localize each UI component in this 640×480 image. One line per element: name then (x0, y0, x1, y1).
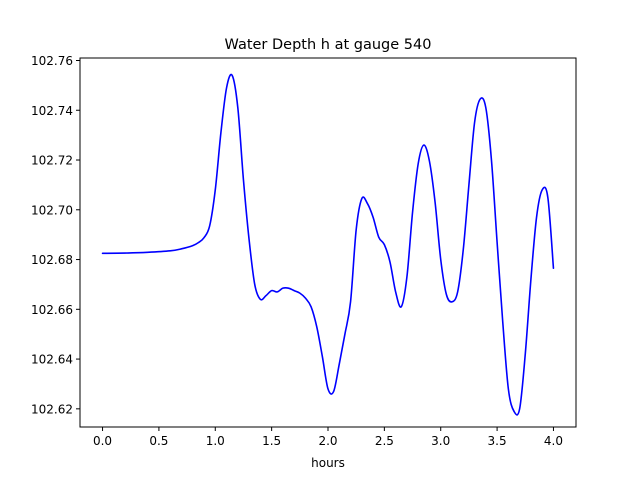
series-line (101, 73, 555, 416)
y-tick-label: 102.64 (31, 353, 73, 367)
x-tick-label: 3.0 (431, 434, 450, 448)
y-tick-label: 102.62 (31, 402, 73, 416)
x-tick-label: 1.5 (262, 434, 281, 448)
y-tick-label: 102.72 (31, 154, 73, 168)
y-axis: 102.62 102.64 102.66 102.68 102.70 102.72 102.… (31, 54, 80, 416)
x-axis: 0.0 0.5 1.0 1.5 2.0 2.5 3.0 3.5 4.0 (93, 427, 563, 448)
x-tick-label: 1.0 (206, 434, 225, 448)
y-tick-label: 102.66 (31, 303, 73, 317)
series-layer (101, 73, 555, 416)
x-axis-label: hours (311, 456, 345, 470)
x-tick-label: 3.5 (488, 434, 507, 448)
x-tick-label: 4.0 (544, 434, 563, 448)
y-tick-label: 102.68 (31, 253, 73, 267)
x-tick-label: 2.0 (318, 434, 337, 448)
x-tick-label: 0.0 (93, 434, 112, 448)
chart-title: Water Depth h at gauge 540 (225, 37, 432, 53)
y-tick-label: 102.70 (31, 203, 73, 217)
plot-frame (79, 57, 577, 428)
y-tick-label: 102.74 (31, 104, 73, 118)
x-tick-label: 2.5 (375, 434, 394, 448)
x-tick-label: 0.5 (149, 434, 168, 448)
y-tick-label: 102.76 (31, 54, 73, 68)
